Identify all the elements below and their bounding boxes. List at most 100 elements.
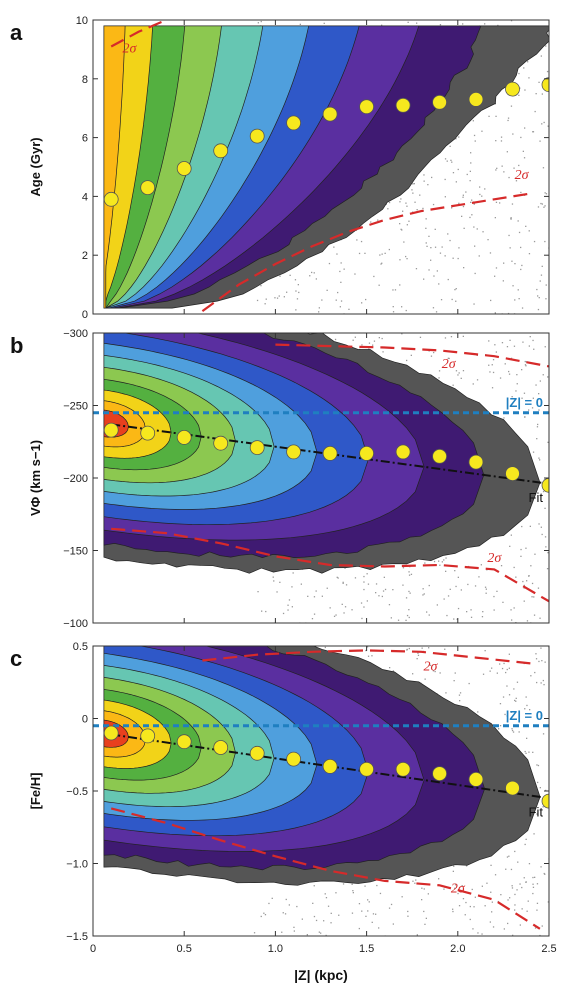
scatter-point bbox=[489, 670, 491, 672]
scatter-point bbox=[528, 345, 530, 347]
scatter-point bbox=[503, 928, 505, 930]
scatter-point bbox=[503, 171, 505, 173]
scatter-point bbox=[545, 789, 547, 792]
scatter-point bbox=[532, 876, 534, 879]
scatter-point bbox=[405, 619, 407, 621]
scatter-point bbox=[524, 360, 526, 363]
scatter-point bbox=[378, 284, 380, 286]
scatter-point bbox=[360, 240, 363, 243]
scatter-point bbox=[408, 571, 410, 573]
scatter-point bbox=[315, 278, 317, 280]
scatter-point bbox=[455, 181, 457, 183]
scatter-point bbox=[372, 913, 375, 915]
scatter-point bbox=[405, 202, 407, 204]
scatter-point bbox=[342, 883, 345, 885]
scatter-point bbox=[351, 883, 353, 885]
scatter-point bbox=[318, 931, 320, 933]
scatter-point bbox=[461, 885, 463, 887]
scatter-point bbox=[520, 268, 522, 271]
scatter-point bbox=[388, 907, 391, 909]
scatter-point bbox=[458, 202, 460, 204]
scatter-point bbox=[524, 708, 526, 710]
zero-line-label: |Z| = 0 bbox=[506, 708, 543, 723]
scatter-point bbox=[515, 180, 518, 182]
scatter-point bbox=[530, 675, 532, 677]
scatter-point bbox=[288, 599, 291, 601]
scatter-point bbox=[378, 595, 380, 597]
scatter-point bbox=[320, 932, 322, 934]
scatter-point bbox=[539, 787, 541, 789]
scatter-point bbox=[399, 284, 401, 286]
scatter-point bbox=[523, 67, 525, 69]
scatter-point bbox=[469, 918, 471, 921]
scatter-point bbox=[449, 145, 451, 147]
scatter-point bbox=[271, 897, 273, 899]
scatter-point bbox=[321, 299, 323, 301]
scatter-point bbox=[513, 688, 515, 690]
scatter-point bbox=[544, 661, 546, 663]
scatter-point bbox=[470, 201, 472, 203]
scatter-point bbox=[469, 170, 471, 172]
scatter-point bbox=[276, 297, 279, 299]
scatter-point bbox=[523, 584, 525, 587]
scatter-point bbox=[283, 296, 285, 298]
scatter-point bbox=[441, 561, 443, 563]
scatter-point bbox=[401, 306, 403, 308]
scatter-point bbox=[528, 230, 530, 232]
scatter-point bbox=[413, 183, 415, 185]
scatter-point bbox=[339, 306, 341, 308]
scatter-point bbox=[334, 338, 337, 341]
scatter-point bbox=[488, 364, 490, 366]
scatter-point bbox=[544, 346, 546, 348]
scatter-point bbox=[444, 158, 447, 160]
scatter-point bbox=[371, 921, 373, 923]
scatter-point bbox=[518, 231, 521, 234]
scatter-point bbox=[379, 254, 381, 256]
scatter-point bbox=[540, 647, 542, 649]
scatter-point bbox=[299, 23, 301, 25]
scatter-point bbox=[502, 696, 505, 698]
scatter-point bbox=[435, 311, 438, 313]
scatter-point bbox=[449, 588, 451, 590]
scatter-point bbox=[381, 24, 383, 26]
scatter-point bbox=[381, 595, 383, 598]
scatter-point bbox=[335, 299, 337, 301]
scatter-point bbox=[434, 670, 436, 673]
scatter-point bbox=[524, 843, 526, 846]
scatter-point bbox=[505, 671, 507, 674]
scatter-point bbox=[452, 870, 454, 872]
scatter-point bbox=[377, 219, 379, 221]
scatter-point bbox=[514, 893, 516, 896]
scatter-point bbox=[536, 909, 538, 911]
scatter-point bbox=[492, 359, 495, 361]
scatter-point bbox=[511, 260, 513, 262]
scatter-point bbox=[544, 507, 546, 509]
scatter-point bbox=[392, 923, 394, 925]
scatter-point bbox=[525, 365, 527, 367]
scatter-point bbox=[392, 589, 394, 591]
sigma-label: 2σ bbox=[451, 882, 466, 897]
y-tick-label: −100 bbox=[63, 618, 88, 630]
scatter-point bbox=[425, 917, 427, 919]
panel-b-plot-area bbox=[93, 333, 549, 623]
scatter-point bbox=[399, 201, 401, 203]
scatter-point bbox=[506, 720, 509, 722]
scatter-point bbox=[330, 922, 332, 924]
scatter-point bbox=[539, 617, 541, 619]
scatter-point bbox=[295, 309, 297, 311]
scatter-point bbox=[402, 584, 404, 586]
scatter-point bbox=[373, 275, 375, 278]
scatter-point bbox=[311, 618, 314, 620]
scatter-point bbox=[538, 297, 540, 299]
scatter-point bbox=[508, 653, 510, 655]
scatter-point bbox=[454, 884, 457, 886]
scatter-point bbox=[511, 885, 513, 887]
scatter-point bbox=[485, 588, 487, 590]
scatter-point bbox=[260, 915, 262, 918]
scatter-point bbox=[521, 397, 523, 399]
scatter-point bbox=[452, 384, 454, 386]
scatter-point bbox=[538, 393, 540, 395]
scatter-point bbox=[371, 655, 373, 657]
scatter-point bbox=[532, 339, 534, 342]
scatter-point bbox=[354, 273, 356, 275]
